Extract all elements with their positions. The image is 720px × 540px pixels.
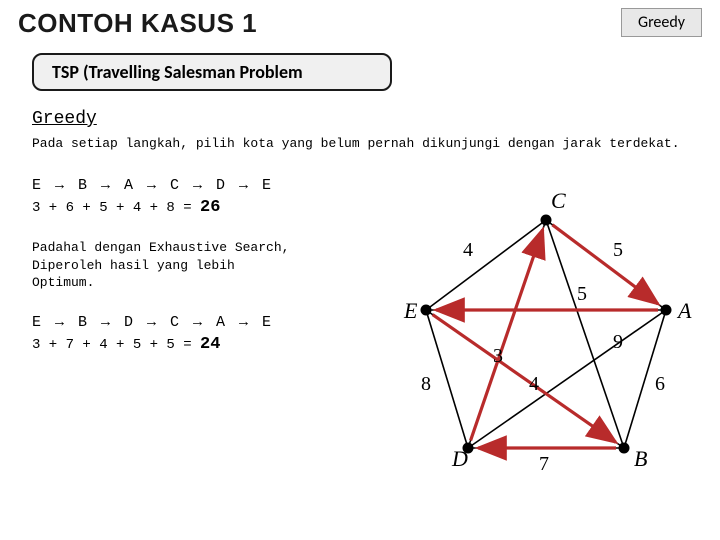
svg-text:4: 4: [463, 239, 473, 261]
page-title: CONTOH KASUS 1: [18, 8, 257, 39]
svg-text:4: 4: [529, 373, 539, 395]
svg-text:A: A: [676, 298, 692, 323]
greedy-sum-expr: 3 + 6 + 5 + 4 + 8 =: [32, 200, 200, 216]
svg-text:E: E: [403, 298, 418, 323]
svg-text:6: 6: [655, 373, 665, 395]
tsp-graph: 4 5 6 7 8 5 3 9 4 C A B D E: [396, 190, 696, 490]
svg-text:9: 9: [613, 331, 623, 353]
svg-text:5: 5: [577, 283, 587, 305]
greedy-total: 26: [200, 198, 220, 217]
description-text: Pada setiap langkah, pilih kota yang bel…: [60, 135, 702, 153]
subtitle-box: TSP (Travelling Salesman Problem: [32, 53, 392, 91]
svg-text:7: 7: [539, 453, 549, 475]
svg-text:8: 8: [421, 373, 431, 395]
svg-text:B: B: [634, 446, 647, 471]
svg-text:D: D: [451, 446, 468, 471]
svg-text:C: C: [551, 190, 566, 213]
section-label: Greedy: [32, 109, 702, 129]
svg-text:5: 5: [613, 239, 623, 261]
method-badge: Greedy: [621, 8, 702, 37]
svg-text:3: 3: [493, 345, 503, 367]
optimum-total: 24: [200, 335, 220, 354]
optimum-sum-expr: 3 + 7 + 4 + 5 + 5 =: [32, 337, 200, 353]
